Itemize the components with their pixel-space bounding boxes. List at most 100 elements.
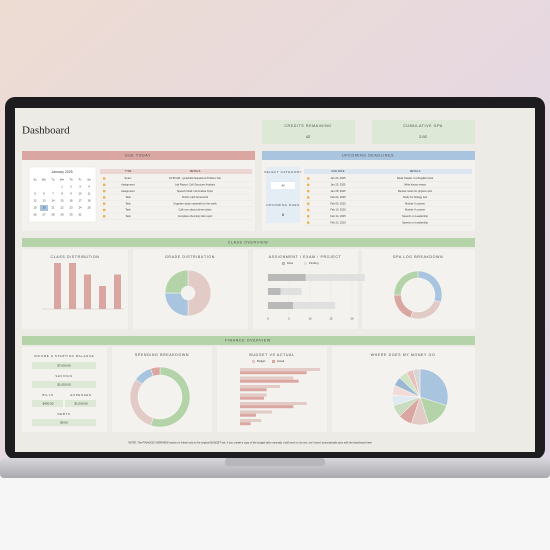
legend-label: Pending — [309, 261, 319, 265]
day: 24 — [78, 206, 82, 210]
bar — [114, 274, 121, 309]
balance-label: INCOME & STARTING BALANCE — [34, 354, 94, 358]
chart-title: GPA LOG BREAKDOWN — [393, 255, 443, 259]
table-cell: Assignment — [121, 189, 135, 193]
bar — [240, 410, 272, 414]
day: 13 — [42, 199, 46, 203]
row-icon — [307, 196, 310, 199]
stat-label: CREDITS REMAINING — [284, 124, 331, 128]
day: 22 — [60, 206, 64, 210]
x-tick-label: 5 — [288, 317, 290, 321]
stat-card — [262, 120, 355, 144]
bar — [268, 288, 281, 295]
balance-box — [32, 362, 96, 369]
section-header — [22, 151, 255, 160]
slice — [187, 269, 212, 317]
day: 16 — [69, 199, 73, 203]
bar — [240, 402, 307, 405]
table-cell: Speech Draft: Informative Topic — [177, 189, 214, 193]
bar — [240, 385, 280, 388]
day: 7 — [52, 192, 54, 196]
table-cell: Complete chemistry lab report — [178, 214, 213, 218]
note: *NOTE: The FINANCE OVERVIEW section is l… — [128, 441, 373, 445]
table-cell: Module 4 content — [405, 208, 425, 212]
day: 29 — [60, 213, 64, 217]
chart-title: GRADE DISTRIBUTION — [165, 255, 215, 259]
balance-label: DEBTS — [57, 412, 70, 416]
bar — [99, 286, 106, 309]
day: 18 — [87, 199, 91, 203]
stat-value: 42 — [306, 134, 311, 139]
day: 15 — [60, 199, 64, 203]
balance-label: EXPENSES — [71, 393, 92, 397]
chart-title: ASSIGNMENT / EXAM / PROJECT — [269, 255, 342, 259]
legend-label: Budget — [257, 359, 266, 363]
dues-label: UPCOMING DUES — [266, 203, 299, 207]
table-cell: Assignment — [121, 182, 135, 186]
day: 9 — [70, 192, 72, 196]
table-cell: Speech on Leadership — [402, 214, 429, 218]
day: 1 — [61, 185, 63, 189]
table-header — [304, 169, 472, 174]
table-cell: Task — [125, 195, 131, 199]
weekday: Th — [69, 178, 73, 182]
day: 30 — [69, 213, 73, 217]
stat-card — [372, 120, 475, 144]
chart-title: BUDGET VS ACTUAL — [249, 353, 294, 357]
section-title: UPCOMING DEADLINES — [342, 153, 394, 157]
bar — [293, 302, 336, 309]
day: 8 — [61, 192, 63, 196]
weekday: Tu — [51, 178, 55, 182]
day: 10 — [78, 192, 82, 196]
balance-box — [32, 381, 96, 388]
balance-label: BILLS — [42, 393, 53, 397]
table-cell: Task — [125, 208, 131, 212]
column-header: TYPE — [125, 169, 132, 173]
table-cell: Module 3 content — [405, 201, 425, 205]
table-cell: Jan 28, 2025 — [331, 189, 347, 193]
balance-box — [32, 419, 96, 426]
notch — [225, 458, 325, 466]
table-cell: Organize study materials for the week — [173, 201, 217, 205]
legend-swatch — [282, 262, 285, 265]
row-icon — [103, 215, 106, 218]
bar — [240, 371, 307, 375]
row-icon — [307, 202, 310, 205]
stat-value: 2.92 — [419, 134, 428, 139]
bar — [240, 396, 264, 400]
x-tick-label: 20 — [351, 317, 354, 321]
balance-box — [32, 400, 63, 407]
table-cell: Feb 10, 2025 — [330, 208, 346, 212]
column-header: DETAILS — [190, 169, 201, 173]
day: 25 — [87, 206, 91, 210]
section-title: FINANCE OVERVIEW — [225, 338, 271, 342]
panel — [133, 249, 248, 329]
chart-title: WHERE DOES MY MONEY GO — [371, 353, 436, 357]
section-title: DUE TODAY — [125, 153, 151, 157]
dashboard-title: Dashboard — [22, 125, 70, 137]
dues-value: 8 — [282, 212, 285, 217]
balance-label: SAVINGS — [55, 374, 72, 378]
legend-swatch — [304, 262, 307, 265]
balance-value: $1,000.00 — [57, 382, 71, 386]
weekday: Sa — [87, 178, 91, 182]
selected-day — [40, 205, 48, 211]
balance-value: $1,000.00 — [74, 401, 88, 405]
table-cell: 10:50 AM - Quadratic Equations Problem S… — [169, 176, 221, 180]
day: 12 — [33, 199, 37, 203]
chart-title: CLASS DISTRIBUTION — [51, 255, 100, 259]
select[interactable] — [271, 182, 295, 189]
table-cell: Study for biology test — [403, 195, 428, 199]
day: 17 — [78, 199, 82, 203]
table-cell: Feb 06, 2025 — [330, 201, 346, 205]
table-cell: Feb 14, 2025 — [330, 214, 346, 218]
panel — [22, 347, 107, 432]
bar — [240, 419, 262, 422]
row-icon — [103, 183, 106, 186]
day: 26 — [33, 213, 37, 217]
section-header — [22, 238, 475, 247]
laptop-base — [0, 458, 550, 478]
weekday: Mo — [42, 178, 46, 182]
select-value: All — [281, 183, 285, 187]
